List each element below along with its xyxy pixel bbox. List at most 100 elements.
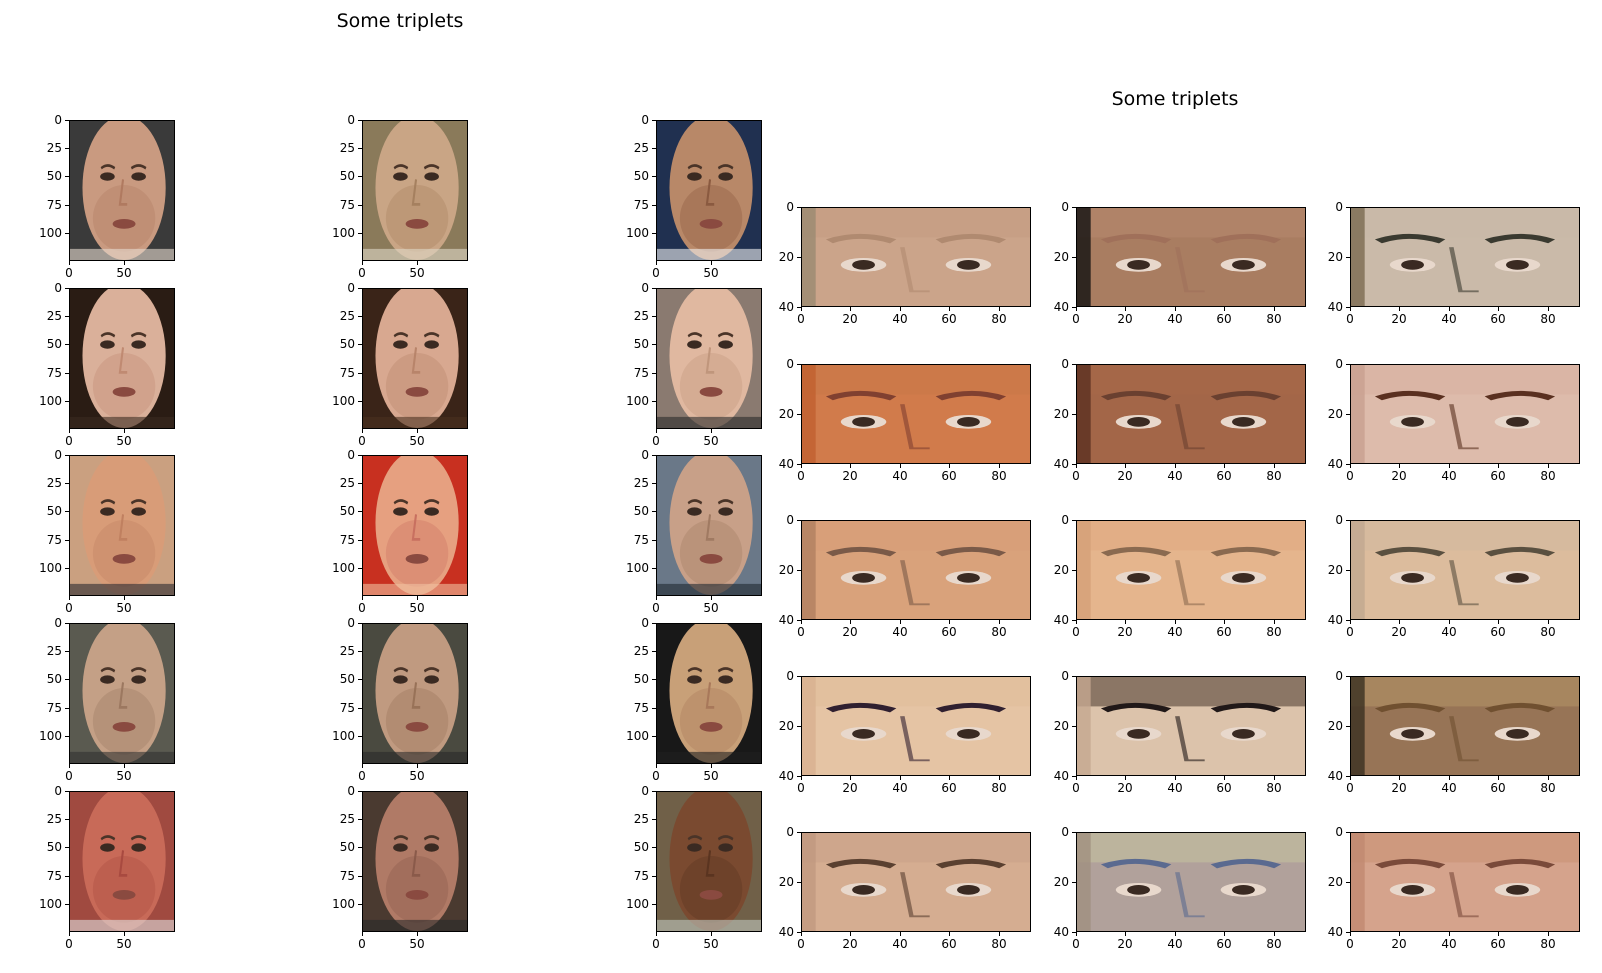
x-tick-label: 40: [1441, 937, 1457, 951]
y-tick: [797, 776, 801, 777]
x-tick: [656, 596, 657, 600]
x-tick-label: 20: [842, 625, 858, 639]
y-tick: [65, 623, 69, 624]
x-tick-label: 80: [991, 469, 1007, 483]
x-tick: [1399, 464, 1400, 468]
y-tick: [65, 176, 69, 177]
face-image-3-1: [69, 455, 175, 596]
x-tick: [900, 620, 901, 624]
x-tick: [1350, 464, 1351, 468]
x-tick-label: 20: [1117, 625, 1133, 639]
x-tick-label: 0: [652, 434, 660, 448]
y-tick: [652, 176, 656, 177]
y-tick-label: 100: [332, 897, 355, 911]
x-tick: [801, 776, 802, 780]
y-tick-label: 40: [1053, 769, 1069, 783]
y-tick: [358, 455, 362, 456]
y-tick-label: 75: [339, 366, 355, 380]
y-tick-label: 100: [626, 561, 649, 575]
y-tick: [65, 483, 69, 484]
eye-image-2-1: [801, 364, 1031, 464]
y-tick-label: 40: [1327, 925, 1343, 939]
x-tick: [711, 429, 712, 433]
x-tick-label: 60: [1490, 781, 1506, 795]
x-tick: [1449, 932, 1450, 936]
x-tick-label: 50: [116, 601, 132, 615]
y-tick-label: 20: [778, 407, 794, 421]
y-tick-label: 0: [786, 669, 794, 683]
y-tick: [65, 373, 69, 374]
x-tick: [801, 464, 802, 468]
y-tick-label: 40: [1053, 300, 1069, 314]
eye-image-3-2: [1076, 520, 1306, 620]
x-tick-label: 80: [991, 625, 1007, 639]
y-tick: [652, 120, 656, 121]
x-tick-label: 0: [797, 469, 805, 483]
y-tick-label: 25: [633, 309, 649, 323]
x-tick: [999, 307, 1000, 311]
y-tick-label: 40: [1327, 613, 1343, 627]
x-tick: [1125, 932, 1126, 936]
y-tick: [65, 344, 69, 345]
y-tick-label: 0: [641, 616, 649, 630]
x-tick: [1076, 932, 1077, 936]
y-tick-label: 75: [633, 198, 649, 212]
y-tick: [652, 344, 656, 345]
y-tick: [358, 679, 362, 680]
x-tick-label: 50: [116, 266, 132, 280]
x-tick-label: 0: [358, 601, 366, 615]
x-tick-label: 40: [892, 625, 908, 639]
y-tick-label: 25: [633, 476, 649, 490]
x-tick: [949, 464, 950, 468]
y-tick: [1072, 307, 1076, 308]
x-tick-label: 60: [1216, 469, 1232, 483]
x-tick-label: 40: [1441, 781, 1457, 795]
x-tick: [1125, 620, 1126, 624]
eye-image-1-2: [1076, 207, 1306, 307]
y-tick: [797, 676, 801, 677]
x-tick: [1076, 464, 1077, 468]
x-tick: [999, 620, 1000, 624]
y-tick: [652, 876, 656, 877]
y-tick-label: 20: [1053, 875, 1069, 889]
x-tick-label: 20: [1117, 312, 1133, 326]
y-tick-label: 20: [1053, 719, 1069, 733]
x-tick: [1076, 620, 1077, 624]
x-tick: [850, 307, 851, 311]
y-tick-label: 20: [1053, 250, 1069, 264]
y-tick-label: 40: [1053, 457, 1069, 471]
x-tick: [417, 429, 418, 433]
y-tick: [797, 726, 801, 727]
y-tick: [1072, 464, 1076, 465]
x-tick: [1449, 620, 1450, 624]
y-tick: [358, 511, 362, 512]
face-image-4-3: [656, 623, 762, 764]
y-tick-label: 25: [46, 476, 62, 490]
y-tick: [358, 401, 362, 402]
x-tick: [1274, 464, 1275, 468]
y-tick-label: 0: [1335, 669, 1343, 683]
x-tick: [801, 307, 802, 311]
eye-image-1-1: [801, 207, 1031, 307]
y-tick-label: 50: [339, 504, 355, 518]
y-tick-label: 0: [54, 281, 62, 295]
y-tick-label: 20: [1053, 563, 1069, 577]
x-tick-label: 50: [703, 434, 719, 448]
x-tick-label: 40: [1441, 625, 1457, 639]
y-tick: [1346, 414, 1350, 415]
x-tick-label: 0: [797, 312, 805, 326]
y-tick-label: 40: [778, 613, 794, 627]
face-image-1-1: [69, 120, 175, 261]
x-tick: [1548, 776, 1549, 780]
x-tick-label: 80: [1266, 781, 1282, 795]
y-tick: [1072, 620, 1076, 621]
y-tick: [358, 568, 362, 569]
x-tick: [1274, 932, 1275, 936]
y-tick-label: 0: [786, 825, 794, 839]
y-tick: [1346, 882, 1350, 883]
eye-image-5-2: [1076, 832, 1306, 932]
x-tick-label: 0: [1072, 937, 1080, 951]
y-tick: [652, 568, 656, 569]
x-tick-label: 50: [116, 434, 132, 448]
x-tick: [949, 620, 950, 624]
